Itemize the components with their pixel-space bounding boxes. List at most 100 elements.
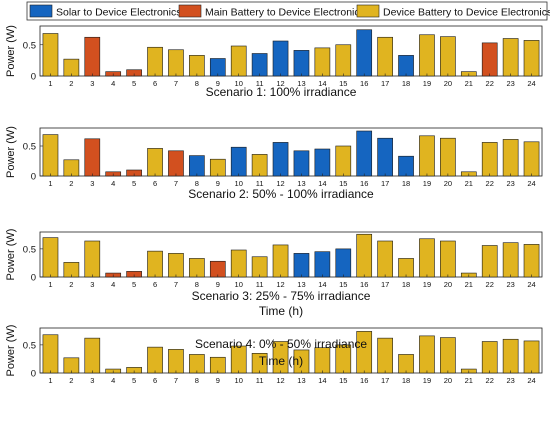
x-tick-label: 6 [153, 280, 157, 289]
bar-hour-1 [42, 237, 59, 278]
x-tick-label: 3 [90, 280, 94, 289]
x-tick-label: 17 [381, 79, 389, 88]
y-axis-label: Power (W) [5, 126, 17, 178]
x-tick-label: 15 [339, 376, 347, 385]
bar-hour-5 [126, 271, 142, 278]
x-tick-label: 12 [276, 280, 284, 289]
x-tick-label: 21 [465, 376, 473, 385]
bar-hour-20 [440, 337, 456, 374]
x-tick-label: 1 [48, 376, 52, 385]
x-tick-label: 6 [153, 376, 157, 385]
x-tick-label: 5 [132, 376, 136, 385]
x-tick-label: 18 [402, 179, 410, 188]
x-tick-label: 13 [297, 376, 305, 385]
x-tick-label: 24 [527, 179, 535, 188]
bar-hour-3 [84, 240, 101, 278]
plot-area [39, 127, 543, 177]
chart-panel-4: 1 2 3 4 5 6 7 8 9 10 11 12 13 14 15 16 17 18 19 20 21 22 23 240… [5, 325, 543, 385]
x-tick-label: 20 [444, 376, 452, 385]
legend-swatch [29, 4, 53, 18]
x-tick-label: 9 [216, 179, 220, 188]
bar-hour-6 [147, 250, 163, 278]
bar-hour-11 [251, 154, 268, 177]
chart-panel-3: 1 2 3 4 5 6 7 8 9 10 11 12 13 14 15 16 17 18 19 20 21 22 23 240… [5, 229, 543, 318]
x-tick-label: 16 [360, 79, 368, 88]
bar-hour-23 [502, 242, 519, 278]
plot-area [39, 25, 543, 77]
bar-hour-19 [419, 335, 435, 374]
bar-hour-20 [440, 36, 456, 77]
scenario-title: Scenario 1: 100% irradiance [206, 85, 357, 99]
bar-hour-8 [189, 55, 205, 77]
y-tick-label: 0 [31, 172, 36, 183]
bar-hour-24 [523, 340, 540, 374]
bar-hour-7 [168, 253, 184, 278]
x-tick-label: 7 [174, 280, 178, 289]
x-tick-label: 23 [506, 179, 514, 188]
x-tick-label: 23 [506, 79, 514, 88]
x-tick-label: 11 [256, 179, 264, 188]
scenario-title: Scenario 3: 25% - 75% irradiance [192, 289, 371, 303]
x-tick-label: 23 [506, 376, 514, 385]
bar-hour-8 [189, 354, 205, 374]
x-tick-label: 12 [276, 79, 284, 88]
scenario-title: Scenario 2: 50% - 100% irradiance [188, 187, 374, 201]
x-tick-label: 7 [174, 179, 178, 188]
bar-hour-17 [377, 337, 393, 374]
legend-swatch [178, 4, 202, 18]
x-tick-label: 20 [444, 79, 452, 88]
x-tick-label: 7 [174, 79, 178, 88]
bar-hour-3 [84, 36, 101, 77]
bar-hour-19 [419, 135, 435, 177]
legend-box [26, 1, 548, 21]
x-tick-label: 15 [339, 280, 347, 289]
x-tick-label: 17 [381, 280, 389, 289]
bar-hour-23 [502, 139, 519, 177]
bar-hour-6 [147, 346, 163, 374]
x-tick-label: 5 [132, 79, 136, 88]
bar-hour-7 [168, 349, 184, 374]
x-tick-label: 19 [423, 179, 431, 188]
x-tick-label: 4 [111, 376, 115, 385]
x-axis-label: Time (h) [259, 304, 303, 318]
bar-hour-22 [481, 245, 498, 278]
x-tick-label: 16 [360, 179, 368, 188]
y-tick-label: 0.5 [23, 244, 36, 255]
bar-hour-2 [63, 58, 80, 77]
bar-hour-24 [523, 40, 540, 77]
x-tick-label: 14 [318, 179, 326, 188]
bar-hour-14 [314, 148, 331, 177]
y-tick-label: 0.5 [23, 40, 36, 51]
bar-hour-1 [42, 134, 59, 177]
x-tick-label: 2 [69, 79, 73, 88]
bar-hour-15 [335, 344, 352, 374]
x-tick-label: 10 [235, 79, 243, 88]
x-tick-label: 4 [111, 280, 115, 289]
plot-area [39, 327, 543, 374]
x-tick-label: 4 [111, 79, 115, 88]
bar-hour-8 [189, 258, 205, 278]
y-tick-label: 0 [31, 72, 36, 83]
x-tick-label: 22 [486, 179, 494, 188]
x-tick-label: 3 [90, 79, 94, 88]
x-tick-label: 2 [69, 179, 73, 188]
bar-hour-14 [314, 251, 331, 278]
x-tick-label: 13 [297, 280, 305, 289]
bar-hour-23 [502, 38, 519, 77]
chart-panel-1: 1 2 3 4 5 6 7 8 9 10 11 12 13 14 15 16 17 18 19 20 21 22 23 240… [5, 25, 543, 99]
bar-hour-12 [272, 40, 289, 77]
x-tick-label: 24 [527, 376, 535, 385]
y-axis-label: Power (W) [5, 25, 17, 77]
x-tick-label: 15 [339, 179, 347, 188]
bar-hour-2 [63, 262, 80, 278]
x-tick-label: 5 [132, 179, 136, 188]
bar-hour-24 [523, 141, 540, 177]
x-tick-label: 1 [48, 280, 52, 289]
y-axis-label: Power (W) [5, 229, 17, 281]
x-tick-label: 8 [195, 179, 199, 188]
x-tick-label: 24 [527, 79, 535, 88]
x-tick-label: 17 [381, 376, 389, 385]
bar-hour-1 [42, 334, 59, 374]
legend-label: Main Battery to Device Electronics [205, 7, 365, 19]
